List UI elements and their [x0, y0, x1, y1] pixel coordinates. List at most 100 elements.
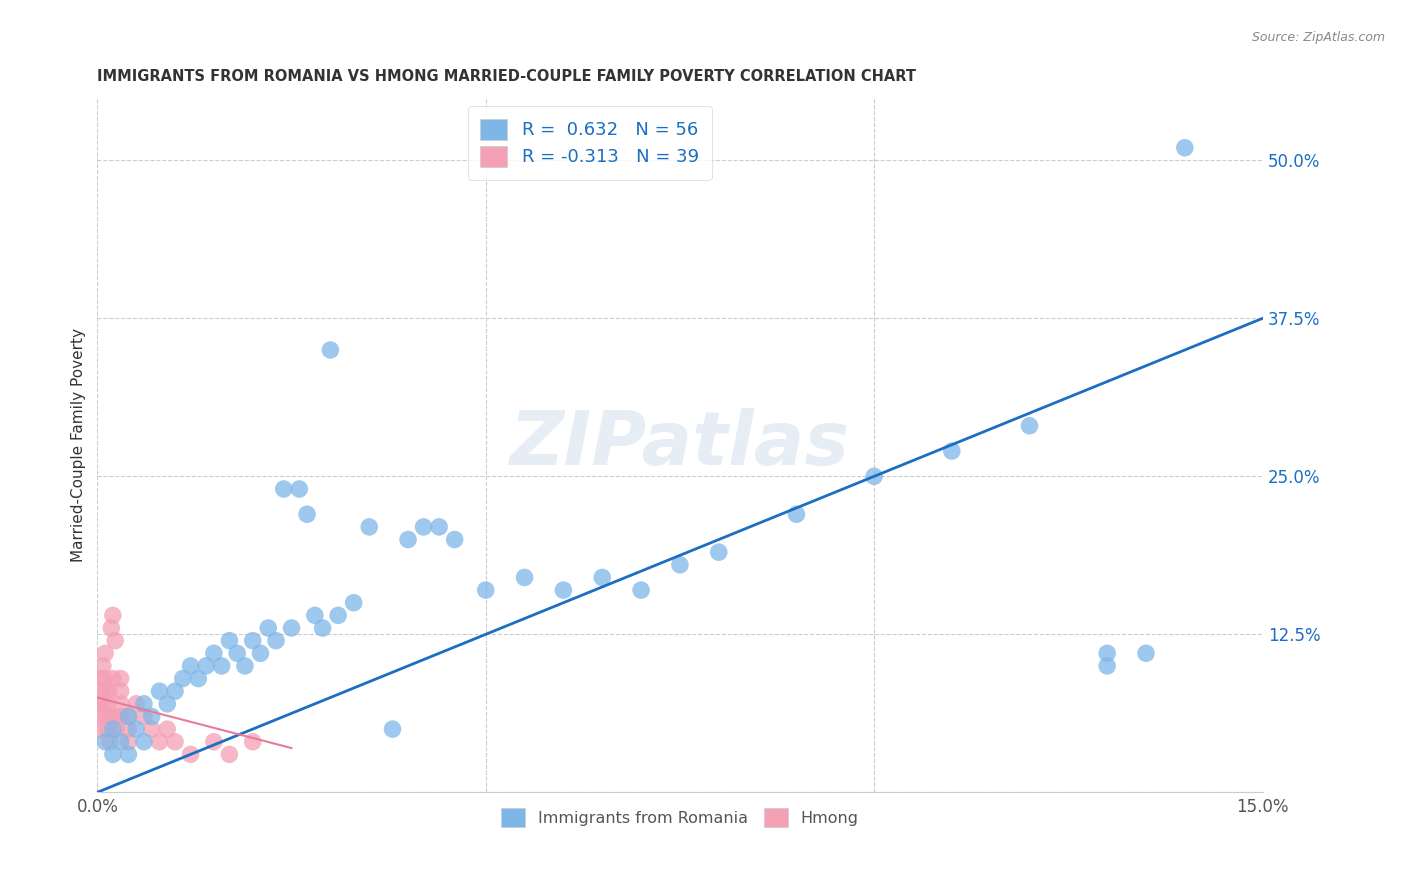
Point — [141, 722, 163, 736]
Point — [101, 608, 124, 623]
Point — [117, 747, 139, 762]
Point — [110, 697, 132, 711]
Point — [195, 659, 218, 673]
Point — [93, 697, 115, 711]
Point — [295, 508, 318, 522]
Point — [148, 735, 170, 749]
Point — [104, 633, 127, 648]
Point — [89, 697, 111, 711]
Point — [427, 520, 450, 534]
Point — [288, 482, 311, 496]
Point — [359, 520, 381, 534]
Point — [180, 747, 202, 762]
Point — [785, 508, 807, 522]
Point — [1018, 418, 1040, 433]
Point — [117, 722, 139, 736]
Point — [863, 469, 886, 483]
Point — [132, 735, 155, 749]
Point — [125, 722, 148, 736]
Point — [103, 709, 125, 723]
Point — [1135, 646, 1157, 660]
Point — [156, 722, 179, 736]
Point — [91, 659, 114, 673]
Point — [553, 583, 575, 598]
Point — [319, 343, 342, 357]
Point — [96, 722, 118, 736]
Point — [180, 659, 202, 673]
Text: ZIPatlas: ZIPatlas — [510, 409, 851, 482]
Point — [110, 672, 132, 686]
Point — [630, 583, 652, 598]
Text: Source: ZipAtlas.com: Source: ZipAtlas.com — [1251, 31, 1385, 45]
Point — [226, 646, 249, 660]
Point — [101, 747, 124, 762]
Point — [1174, 141, 1197, 155]
Point — [233, 659, 256, 673]
Point — [117, 709, 139, 723]
Point — [669, 558, 692, 572]
Point — [591, 570, 613, 584]
Point — [249, 646, 271, 660]
Point — [93, 672, 115, 686]
Point — [1095, 646, 1118, 660]
Point — [513, 570, 536, 584]
Point — [90, 672, 112, 686]
Point — [187, 672, 209, 686]
Point — [218, 633, 240, 648]
Y-axis label: Married-Couple Family Poverty: Married-Couple Family Poverty — [72, 327, 86, 562]
Point — [96, 709, 118, 723]
Point — [443, 533, 465, 547]
Point — [328, 608, 350, 623]
Point — [141, 709, 163, 723]
Point — [105, 722, 128, 736]
Point — [163, 735, 186, 749]
Point — [132, 697, 155, 711]
Point — [117, 709, 139, 723]
Point — [172, 672, 194, 686]
Point — [707, 545, 730, 559]
Point — [163, 684, 186, 698]
Point — [202, 646, 225, 660]
Point — [101, 672, 124, 686]
Point — [381, 722, 404, 736]
Point — [242, 633, 264, 648]
Point — [117, 735, 139, 749]
Point — [100, 621, 122, 635]
Point — [242, 735, 264, 749]
Point — [304, 608, 326, 623]
Point — [100, 709, 122, 723]
Point — [218, 747, 240, 762]
Point — [1095, 659, 1118, 673]
Point — [148, 684, 170, 698]
Point — [280, 621, 302, 635]
Point — [396, 533, 419, 547]
Point — [941, 444, 963, 458]
Point — [94, 735, 117, 749]
Point — [110, 709, 132, 723]
Point — [110, 735, 132, 749]
Point — [87, 722, 110, 736]
Point — [94, 684, 117, 698]
Point — [343, 596, 366, 610]
Point — [98, 684, 121, 698]
Point — [156, 697, 179, 711]
Point — [202, 735, 225, 749]
Point — [257, 621, 280, 635]
Point — [273, 482, 295, 496]
Point — [110, 684, 132, 698]
Point — [474, 583, 496, 598]
Text: IMMIGRANTS FROM ROMANIA VS HMONG MARRIED-COUPLE FAMILY POVERTY CORRELATION CHART: IMMIGRANTS FROM ROMANIA VS HMONG MARRIED… — [97, 69, 917, 84]
Point — [211, 659, 233, 673]
Point — [89, 709, 111, 723]
Point — [94, 646, 117, 660]
Point — [412, 520, 434, 534]
Point — [91, 684, 114, 698]
Point — [97, 697, 120, 711]
Point — [98, 735, 121, 749]
Point — [101, 722, 124, 736]
Point — [264, 633, 287, 648]
Point — [311, 621, 333, 635]
Point — [132, 709, 155, 723]
Point — [125, 697, 148, 711]
Legend: Immigrants from Romania, Hmong: Immigrants from Romania, Hmong — [495, 802, 865, 833]
